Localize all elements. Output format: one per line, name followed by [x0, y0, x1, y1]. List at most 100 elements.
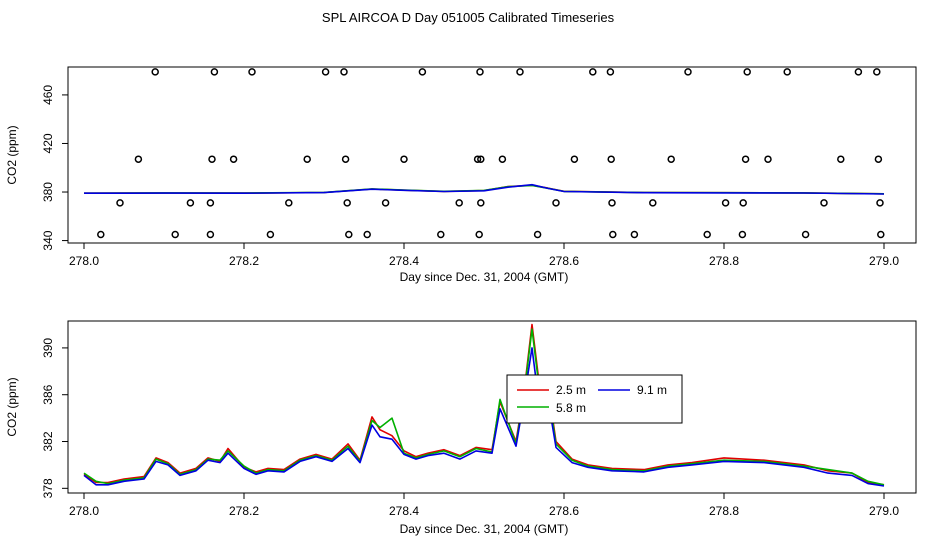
bottom-series-5-8-m — [83, 328, 885, 486]
scatter-point — [874, 155, 883, 163]
bottom-x-tick-label: 278.6 — [549, 504, 579, 518]
scatter-point — [206, 199, 215, 207]
top-y-tick-label: 380 — [41, 182, 55, 202]
scatter-point — [345, 230, 353, 239]
bottom-y-tick-label: 390 — [41, 338, 55, 358]
scatter-point — [418, 68, 427, 76]
scatter-point — [340, 68, 348, 76]
scatter-point — [783, 68, 791, 76]
scatter-point — [248, 68, 256, 76]
bottom-x-tick-label: 278.4 — [389, 504, 419, 518]
scatter-point — [608, 199, 616, 207]
top-x-tick-label: 279.0 — [869, 254, 899, 268]
scatter-point — [171, 230, 179, 239]
bottom-x-tick-label: 278.8 — [709, 504, 739, 518]
bottom-x-axis: 278.0 278.2 278.4 278.6 278.8 279.0 — [69, 492, 899, 518]
bottom-y-tick-label: 382 — [41, 431, 55, 451]
top-y-tick-label: 340 — [41, 230, 55, 250]
scatter-point — [473, 155, 482, 163]
top-plot-frame — [67, 66, 917, 244]
scatter-point — [400, 155, 408, 163]
scatter-point — [455, 199, 463, 207]
scatter-point — [516, 68, 524, 76]
bottom-panel: 278.0 278.2 278.4 278.6 278.8 279.0 378 382 386… — [5, 320, 917, 536]
scatter-point — [873, 68, 881, 76]
bottom-series-2-5-m — [83, 323, 885, 486]
top-points-group — [97, 68, 885, 239]
scatter-point — [498, 155, 507, 163]
top-y-axis: 340 380 420 460 — [41, 85, 69, 251]
legend-label-9-1m: 9.1 m — [637, 383, 667, 397]
bottom-y-tick-label: 378 — [41, 478, 55, 498]
scatter-point — [437, 230, 445, 239]
bottom-x-axis-label: Day since Dec. 31, 2004 (GMT) — [400, 522, 569, 536]
scatter-point — [876, 199, 884, 207]
top-series-9-1-m — [83, 183, 885, 195]
scatter-point — [151, 68, 159, 76]
scatter-point — [606, 68, 615, 76]
scatter-point — [552, 199, 560, 207]
top-series-group — [83, 183, 885, 195]
scatter-point — [266, 230, 275, 239]
scatter-point — [743, 68, 751, 76]
scatter-point — [343, 199, 351, 207]
top-x-tick-label: 278.4 — [389, 254, 419, 268]
scatter-point — [764, 155, 772, 163]
bottom-x-tick-label: 278.0 — [69, 504, 99, 518]
legend-label-2-5m: 2.5 m — [556, 383, 586, 397]
legend-box — [506, 374, 683, 424]
scatter-point — [477, 155, 485, 163]
legend-label-5-8m: 5.8 m — [556, 401, 586, 415]
bottom-plot-frame — [67, 320, 917, 494]
scatter-point — [820, 199, 828, 207]
scatter-point — [877, 230, 885, 239]
scatter-point — [533, 230, 542, 239]
scatter-point — [210, 68, 219, 76]
scatter-point — [741, 155, 750, 163]
scatter-point — [475, 230, 483, 239]
top-y-tick-label: 420 — [41, 133, 55, 153]
bottom-x-tick-label: 278.2 — [229, 504, 259, 518]
chart-title: SPL AIRCOA D Day 051005 Calibrated Times… — [322, 10, 615, 25]
scatter-point — [649, 199, 657, 207]
scatter-point — [321, 68, 330, 76]
bottom-y-axis-label: CO2 (ppm) — [5, 377, 19, 436]
bottom-x-tick-label: 279.0 — [869, 504, 899, 518]
legend: 2.5 m 5.8 m 9.1 m — [506, 374, 683, 424]
scatter-point — [607, 155, 615, 163]
bottom-series-9-1-m — [83, 347, 885, 487]
bottom-y-axis: 378 382 386 390 — [41, 338, 69, 498]
top-x-axis-label: Day since Dec. 31, 2004 (GMT) — [400, 270, 569, 284]
scatter-point — [229, 155, 238, 163]
scatter-point — [684, 68, 692, 76]
scatter-point — [186, 199, 195, 207]
scatter-point — [570, 155, 579, 163]
bottom-y-tick-label: 386 — [41, 384, 55, 404]
scatter-point — [363, 230, 371, 239]
scatter-point — [206, 230, 215, 239]
top-panel: 278.0 278.2 278.4 278.6 278.8 279.0 340 380 420… — [5, 66, 917, 284]
scatter-point — [589, 68, 597, 76]
top-y-axis-label: CO2 (ppm) — [5, 125, 19, 184]
scatter-point — [303, 155, 311, 163]
scatter-point — [721, 199, 730, 207]
scatter-point — [703, 230, 711, 239]
scatter-point — [667, 155, 675, 163]
top-x-tick-label: 278.8 — [709, 254, 739, 268]
top-x-tick-label: 278.0 — [69, 254, 99, 268]
scatter-point — [134, 155, 143, 163]
scatter-point — [609, 230, 617, 239]
scatter-point — [801, 230, 810, 239]
scatter-point — [854, 68, 863, 76]
scatter-point — [208, 155, 216, 163]
scatter-point — [341, 155, 350, 163]
top-x-tick-label: 278.2 — [229, 254, 259, 268]
scatter-point — [738, 230, 747, 239]
scatter-point — [116, 199, 124, 207]
top-x-axis: 278.0 278.2 278.4 278.6 278.8 279.0 — [69, 242, 899, 268]
scatter-point — [739, 199, 747, 207]
scatter-point — [630, 230, 639, 239]
scatter-point — [285, 199, 293, 207]
scatter-point — [476, 68, 484, 76]
